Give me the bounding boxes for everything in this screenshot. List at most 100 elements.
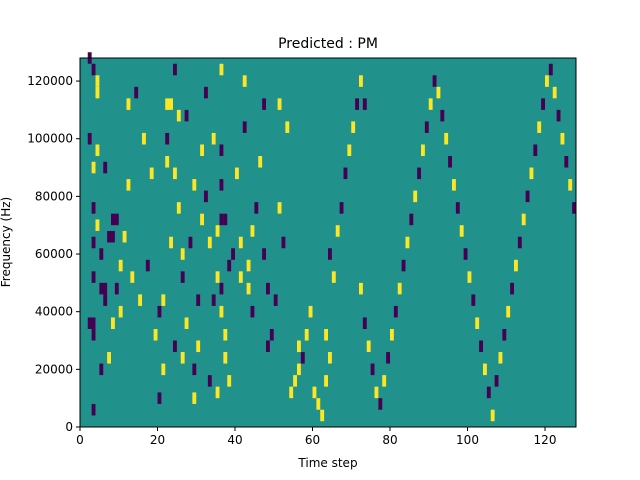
heatmap-cell (424, 121, 429, 133)
heatmap-cell (320, 409, 325, 422)
heatmap-cell (506, 305, 511, 318)
heatmap-cell (254, 202, 259, 214)
heatmap-cell (413, 190, 418, 203)
heatmap-cell (568, 179, 573, 191)
heatmap-cells (87, 52, 576, 422)
heatmap-cell (118, 259, 123, 272)
heatmap-cell (382, 375, 387, 387)
x-axis-label: Time step (297, 456, 357, 470)
heatmap-cell (250, 305, 255, 318)
heatmap-cell (87, 317, 96, 329)
x-tick-label: 0 (76, 433, 84, 447)
heatmap-cell (238, 271, 243, 283)
heatmap-cell (219, 282, 224, 295)
heatmap-cell (145, 259, 150, 272)
heatmap-cell (297, 340, 301, 353)
heatmap-cell (227, 259, 232, 272)
heatmap-cell (300, 352, 305, 364)
heatmap-cell (200, 213, 204, 226)
x-tick-label: 40 (227, 433, 242, 447)
heatmap-cell (432, 75, 437, 87)
heatmap-cell (409, 213, 414, 226)
heatmap-cell (99, 282, 108, 295)
heatmap-cell (196, 340, 201, 353)
heatmap-cell (347, 144, 352, 157)
heatmap-cell (107, 230, 115, 243)
heatmap-cell (204, 86, 208, 99)
heatmap-cell (165, 98, 173, 110)
heatmap-cell (362, 98, 367, 110)
heatmap-cell (324, 375, 328, 387)
heatmap-cell (572, 202, 576, 214)
chart-title: Predicted : PM (278, 36, 378, 52)
heatmap-cell (517, 236, 522, 249)
heatmap-cell (111, 213, 119, 226)
heatmap-cell (304, 328, 309, 341)
heatmap-cell (219, 63, 224, 76)
heatmap-cell (556, 109, 561, 122)
heatmap-cell (486, 386, 491, 399)
x-tick-label: 100 (456, 433, 479, 447)
heatmap-cell (471, 294, 476, 306)
heatmap-cell (475, 317, 480, 329)
heatmap-cell (266, 340, 270, 353)
heatmap-cell (142, 132, 146, 145)
heatmap-cell (91, 202, 96, 214)
heatmap-cell (99, 248, 104, 260)
heatmap-cell (405, 236, 410, 249)
heatmap-cell (95, 219, 100, 231)
heatmap-cell (421, 144, 425, 157)
y-tick-label: 120000 (27, 74, 73, 88)
heatmap-cell (479, 340, 483, 353)
y-tick-label: 40000 (35, 305, 73, 319)
heatmap-cell (258, 156, 263, 168)
heatmap-cell (153, 328, 158, 341)
heatmap-cell (219, 213, 224, 226)
heatmap-cell (428, 98, 433, 110)
heatmap-cell (324, 328, 328, 341)
heatmap-cell (219, 179, 224, 191)
heatmap-cell (91, 328, 96, 341)
heatmap-cell (176, 202, 181, 214)
heatmap-cell (374, 386, 379, 399)
heatmap-cell (328, 352, 332, 364)
heatmap-cell (564, 156, 569, 168)
heatmap-cell (242, 75, 247, 87)
heatmap-cell (161, 294, 166, 306)
heatmap-cell (223, 352, 228, 364)
heatmap-cell (91, 403, 96, 416)
heatmap-cell (370, 363, 375, 376)
heatmap-cell (227, 375, 232, 387)
heatmap-cell (316, 398, 321, 410)
heatmap-cell (130, 271, 135, 283)
heatmap-cell (95, 144, 100, 157)
heatmap-cell (122, 230, 127, 243)
y-tick-label: 0 (65, 420, 73, 434)
heatmap-cell (393, 305, 398, 318)
heatmap-cell (91, 161, 96, 174)
heatmap-cell (537, 121, 542, 133)
heatmap-cell (231, 248, 235, 260)
heatmap-cell (397, 282, 402, 295)
heatmap-cell (161, 363, 166, 376)
heatmap-cell (157, 305, 162, 318)
heatmap-cell (188, 236, 193, 249)
heatmap-cell (246, 282, 251, 295)
heatmap-cell (192, 392, 197, 404)
y-tick-label: 100000 (27, 132, 73, 146)
heatmap-cell (545, 75, 549, 87)
x-tick-label: 60 (305, 433, 320, 447)
heatmap-cell (510, 282, 514, 295)
x-tick-label: 120 (534, 433, 557, 447)
y-axis-label: Frequency (Hz) (0, 197, 13, 288)
heatmap-cell (207, 236, 212, 249)
heatmap-cell (483, 363, 487, 376)
heatmap-cell (548, 63, 553, 76)
y-tick-label: 60000 (35, 247, 73, 261)
plot-area (80, 58, 576, 427)
y-tick-label: 80000 (35, 189, 73, 203)
heatmap-cell (223, 213, 228, 226)
heatmap-cell (103, 161, 108, 174)
heatmap-cell (169, 236, 173, 249)
